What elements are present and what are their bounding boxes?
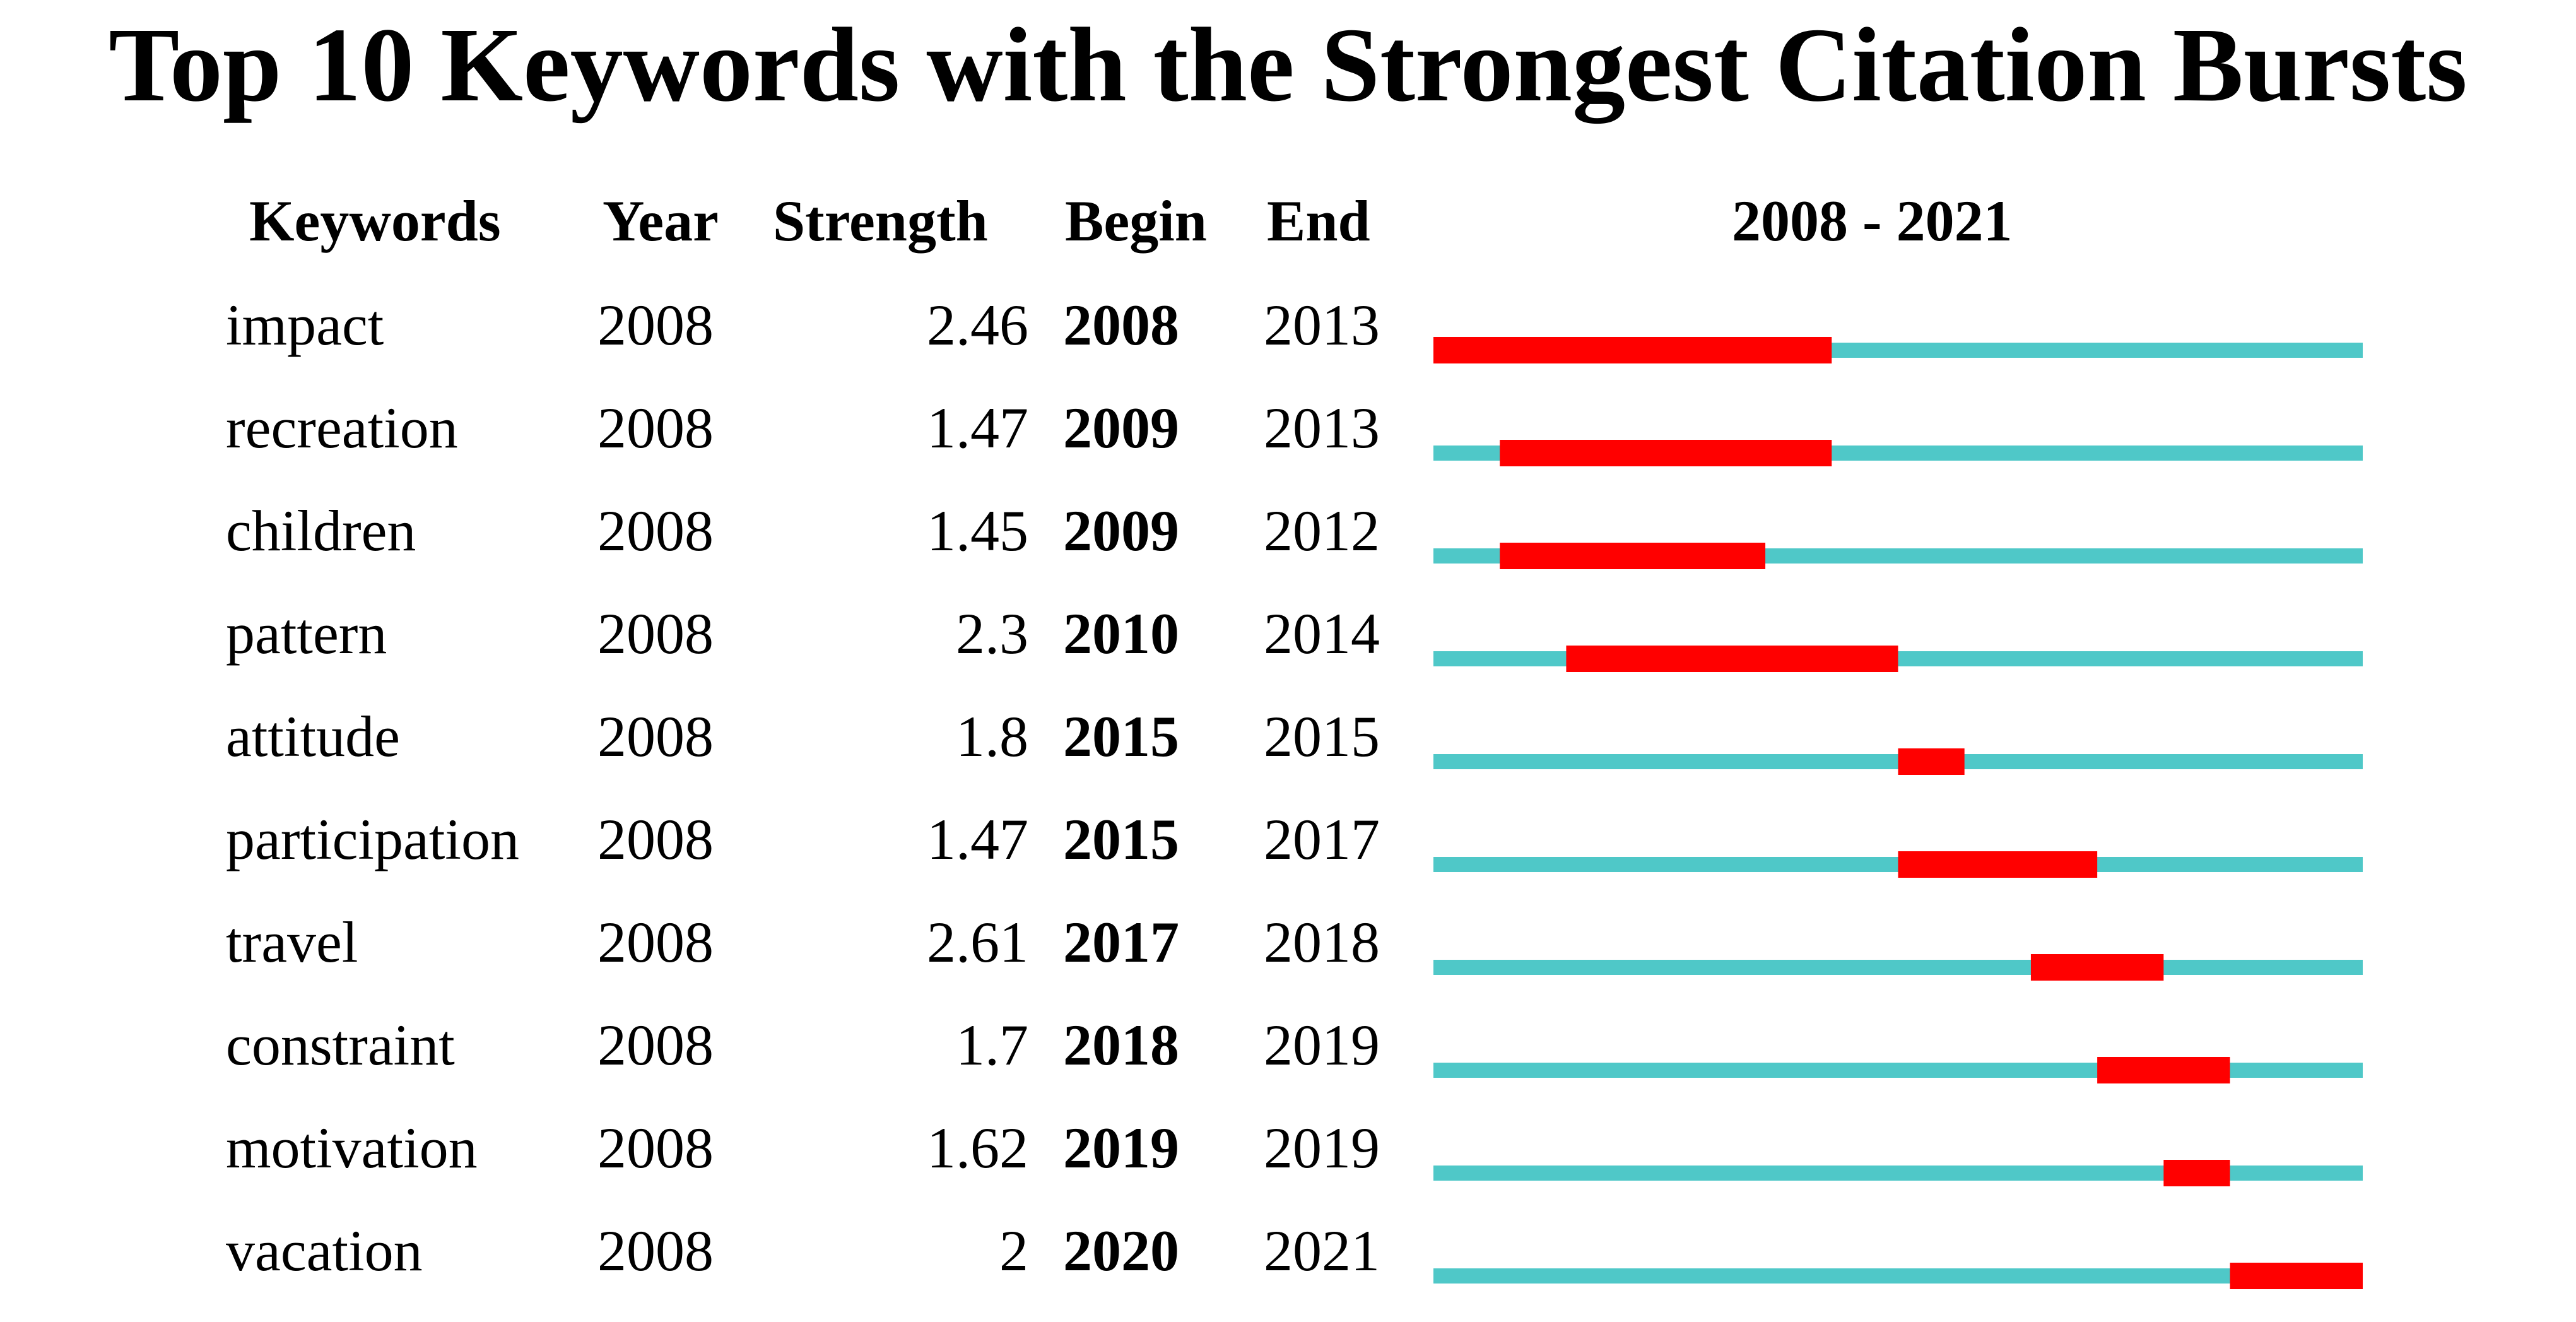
burst-bar-travel — [2030, 954, 2164, 981]
strength-value: 1.62 — [927, 1116, 1028, 1180]
keyword-label: participation — [226, 807, 519, 871]
timeline-track — [1433, 1268, 2363, 1284]
timeline-track — [1433, 651, 2363, 666]
header-strength: Strength — [773, 189, 988, 253]
timeline-track — [1433, 446, 2363, 461]
end-year: 2012 — [1264, 499, 1380, 563]
begin-year: 2009 — [1063, 499, 1179, 563]
begin-year: 2009 — [1063, 396, 1179, 460]
timeline-track — [1433, 754, 2363, 769]
timeline-track — [1433, 857, 2363, 872]
strength-value: 2.61 — [927, 910, 1028, 974]
burst-bar-children — [1500, 543, 1766, 569]
year-value: 2008 — [597, 293, 714, 357]
end-year: 2021 — [1264, 1219, 1380, 1283]
begin-year: 2010 — [1063, 601, 1179, 666]
year-value: 2008 — [597, 601, 714, 666]
strength-value: 1.47 — [927, 807, 1028, 871]
year-value: 2008 — [597, 1219, 714, 1283]
keyword-label: recreation — [226, 396, 458, 460]
strength-value: 1.47 — [927, 396, 1028, 460]
strength-value: 1.8 — [956, 704, 1028, 769]
burst-bar-pattern — [1566, 646, 1898, 672]
burst-bar-vacation — [2230, 1263, 2363, 1289]
year-value: 2008 — [597, 1013, 714, 1077]
keyword-label: impact — [226, 293, 384, 357]
begin-year: 2017 — [1063, 910, 1179, 974]
burst-bar-impact — [1433, 337, 1832, 363]
begin-year: 2018 — [1063, 1013, 1179, 1077]
end-year: 2018 — [1264, 910, 1380, 974]
keyword-label: attitude — [226, 704, 400, 769]
begin-year: 2015 — [1063, 704, 1179, 769]
burst-bar-recreation — [1500, 440, 1832, 466]
keyword-label: travel — [226, 910, 358, 974]
keyword-label: pattern — [226, 601, 387, 666]
strength-value: 2 — [999, 1219, 1028, 1283]
chart-title: Top 10 Keywords with the Strongest Citat… — [109, 6, 2467, 124]
timeline-track — [1433, 548, 2363, 564]
timeline-track — [1433, 960, 2363, 975]
year-value: 2008 — [597, 1116, 714, 1180]
end-year: 2014 — [1264, 601, 1380, 666]
year-value: 2008 — [597, 499, 714, 563]
timeline-track — [1433, 343, 2363, 358]
burst-bar-constraint — [2097, 1057, 2230, 1083]
end-year: 2015 — [1264, 704, 1380, 769]
begin-year: 2019 — [1063, 1116, 1179, 1180]
keyword-label: children — [226, 499, 416, 563]
strength-value: 1.45 — [927, 499, 1028, 563]
strength-value: 2.46 — [927, 293, 1028, 357]
strength-value: 1.7 — [956, 1013, 1028, 1077]
end-year: 2017 — [1264, 807, 1380, 871]
begin-year: 2008 — [1063, 293, 1179, 357]
header-year: Year — [603, 189, 719, 253]
keyword-label: motivation — [226, 1116, 478, 1180]
year-value: 2008 — [597, 396, 714, 460]
timeline-track — [1433, 1063, 2363, 1078]
year-value: 2008 — [597, 807, 714, 871]
burst-bar-attitude — [1898, 748, 1965, 775]
header-timeline-range: 2008 - 2021 — [1732, 189, 2013, 253]
keyword-label: vacation — [226, 1219, 423, 1283]
begin-year: 2015 — [1063, 807, 1179, 871]
begin-year: 2020 — [1063, 1219, 1179, 1283]
year-value: 2008 — [597, 704, 714, 769]
timeline-track — [1433, 1166, 2363, 1181]
burst-bar-participation — [1898, 851, 2098, 878]
end-year: 2013 — [1264, 396, 1380, 460]
burst-bar-motivation — [2163, 1160, 2230, 1186]
keyword-label: constraint — [226, 1013, 455, 1077]
header-begin: Begin — [1065, 189, 1207, 253]
end-year: 2019 — [1264, 1013, 1380, 1077]
strength-value: 2.3 — [956, 601, 1028, 666]
end-year: 2019 — [1264, 1116, 1380, 1180]
end-year: 2013 — [1264, 293, 1380, 357]
header-keywords: Keywords — [249, 189, 501, 253]
year-value: 2008 — [597, 910, 714, 974]
header-end: End — [1267, 189, 1370, 253]
